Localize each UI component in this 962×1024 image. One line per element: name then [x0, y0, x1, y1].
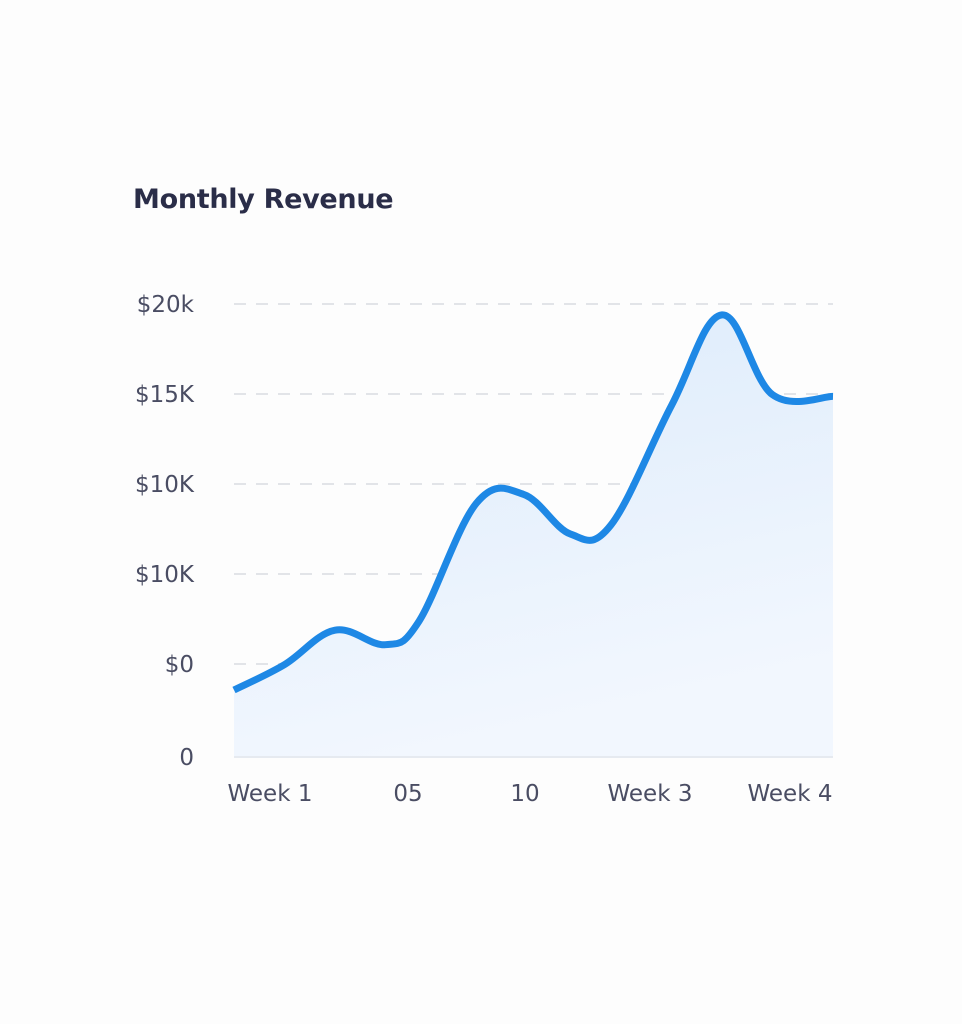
area-layer	[231, 311, 836, 758]
y-tick-label: $10K	[135, 472, 195, 498]
y-tick-label: 0	[179, 745, 194, 771]
y-axis-ticks: $20k $15K $10K $10K $0 0	[135, 292, 195, 771]
revenue-area-fill	[234, 314, 833, 757]
x-axis-ticks: Week 1 05 10 Week 3 Week 4	[228, 781, 833, 807]
x-tick-label: 10	[510, 781, 539, 807]
x-tick-label: 05	[393, 781, 422, 807]
y-tick-label: $15K	[135, 382, 195, 408]
data-point	[769, 392, 775, 398]
data-point	[382, 642, 388, 648]
data-point	[568, 531, 574, 537]
data-point	[473, 500, 479, 506]
x-tick-label: Week 3	[608, 781, 693, 807]
y-tick-label: $0	[165, 652, 194, 678]
chart-title: Monthly Revenue	[133, 184, 394, 215]
data-point	[669, 403, 675, 409]
data-point	[719, 312, 725, 318]
x-tick-label: Week 4	[748, 781, 833, 807]
y-tick-label: $20k	[137, 292, 195, 318]
data-point	[282, 662, 288, 668]
data-point	[520, 491, 526, 497]
data-point	[830, 393, 836, 399]
revenue-line	[232, 311, 834, 694]
y-tick-label: $10K	[135, 562, 195, 588]
data-point	[608, 522, 614, 528]
x-tick-label: Week 1	[228, 781, 313, 807]
data-point	[332, 627, 338, 633]
data-point	[231, 687, 237, 693]
data-point	[416, 618, 422, 624]
